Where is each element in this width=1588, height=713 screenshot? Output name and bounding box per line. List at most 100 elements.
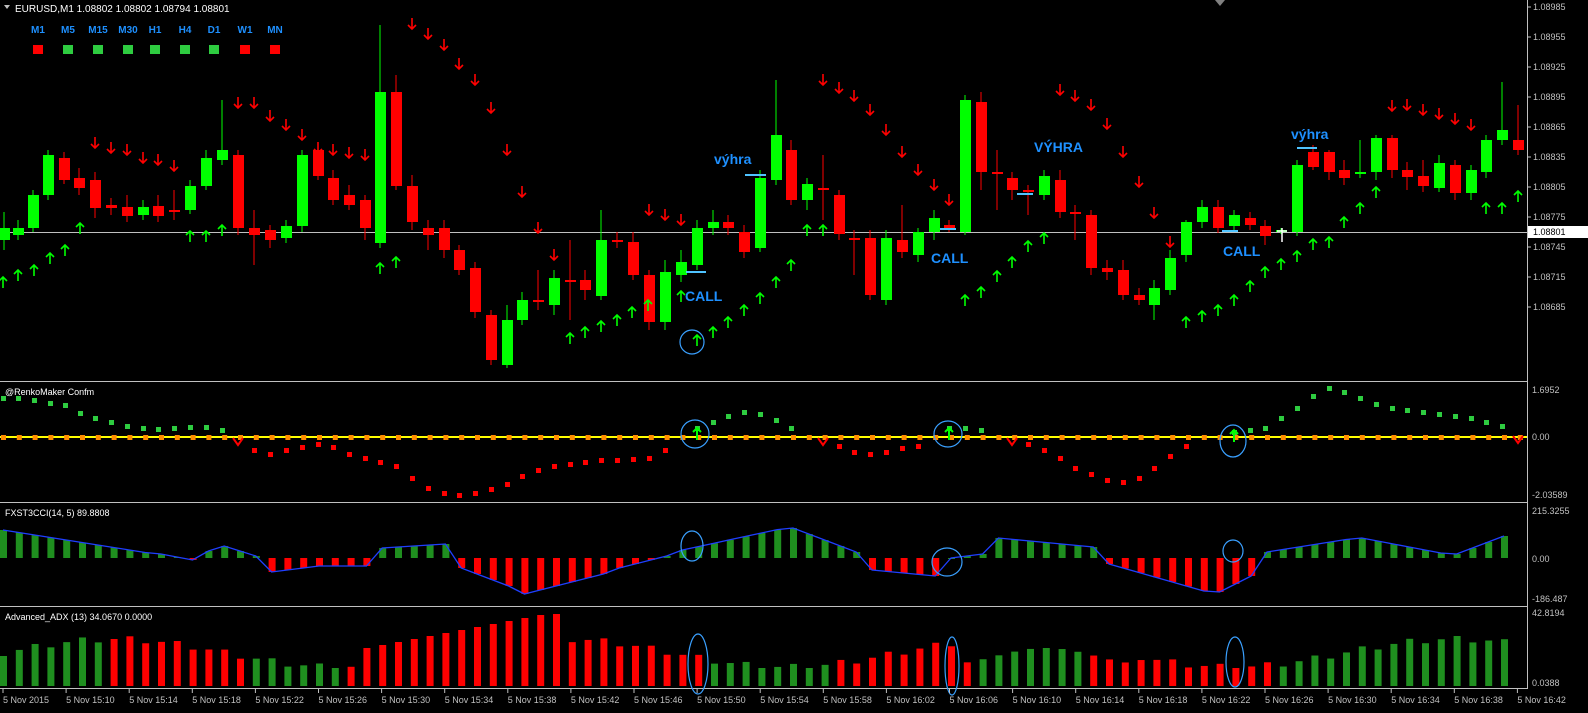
renko-dot — [1486, 435, 1492, 440]
price-tick: 1.08685 — [1533, 302, 1566, 312]
price-tick: 1.08805 — [1533, 182, 1566, 192]
down-arrow-icon — [865, 104, 875, 117]
adx-bar — [316, 663, 323, 686]
down-arrow-icon — [439, 39, 449, 52]
indicator-axis: 1.6952 0.00 -2.03589 215.3255 0.00 -186.… — [1532, 385, 1570, 688]
adx-bar — [1453, 636, 1461, 686]
adx-tick-bot: 0.0388 — [1532, 678, 1560, 688]
up-arrow-icon — [771, 275, 781, 288]
renko-dot — [1296, 435, 1302, 440]
renko-dot — [806, 435, 812, 440]
adx-bar — [758, 668, 766, 686]
renko-dot — [190, 435, 196, 440]
renko-dot — [143, 435, 149, 440]
candle-body — [1481, 140, 1492, 172]
cci-bar — [489, 558, 497, 580]
renko-dot — [569, 435, 575, 440]
renko-dot — [980, 435, 986, 440]
candle-body — [74, 178, 85, 188]
down-arrow-icon — [517, 186, 527, 199]
renko-down-dot — [1137, 476, 1142, 481]
adx-bar — [205, 649, 213, 686]
renko-up-dot — [1500, 424, 1505, 429]
down-arrow-icon — [169, 160, 179, 173]
tf-status-m1 — [33, 45, 43, 54]
down-arrow-icon — [313, 142, 323, 155]
cci-bar — [395, 547, 402, 558]
renko-up-dot — [789, 426, 794, 431]
renko-up-dot — [1311, 394, 1316, 399]
tf-status-mn — [270, 45, 280, 54]
adx-bar — [916, 648, 924, 686]
chart-menu-icon[interactable] — [4, 5, 10, 9]
up-arrow-icon — [1260, 265, 1270, 278]
up-arrow-icon — [1355, 201, 1365, 214]
renko-dot — [1265, 435, 1270, 440]
candle-body — [313, 150, 324, 176]
price-axis[interactable]: 1.08985 1.08955 1.08925 1.08895 1.08865 1.088… — [1527, 2, 1566, 312]
up-arrow-icon — [217, 223, 227, 236]
renko-down-dot — [568, 462, 573, 467]
tf-label-d1: D1 — [208, 25, 221, 36]
down-arrow-icon — [1165, 236, 1175, 249]
price-tick: 1.08715 — [1533, 272, 1566, 282]
up-arrow-icon — [1324, 235, 1334, 248]
renko-down-dot — [473, 491, 478, 496]
adx-bar — [1090, 655, 1098, 686]
renko-dot — [538, 435, 544, 440]
cci-bar — [1437, 553, 1445, 558]
adx-bar — [189, 649, 197, 686]
adx-bar — [31, 643, 39, 686]
renko-down-dot — [489, 487, 494, 492]
candle-body — [913, 232, 924, 255]
up-arrow-icon — [596, 319, 606, 332]
up-arrow-icon — [739, 303, 749, 316]
time-axis[interactable]: 5 Nov 2015 5 Nov 15:10 5 Nov 15:14 5 Nov 15… — [2, 689, 1566, 705]
candle-body — [1245, 218, 1256, 225]
cci-bar — [900, 558, 908, 573]
cci-bar — [47, 537, 55, 558]
adx-bar — [331, 668, 339, 686]
tf-status-h1 — [150, 45, 160, 54]
cci-bar — [268, 558, 276, 572]
renko-up-dot — [220, 428, 225, 433]
up-arrow-icon — [643, 298, 653, 311]
time-tick: 5 Nov 15:50 — [697, 695, 746, 705]
time-tick: 5 Nov 15:34 — [445, 695, 494, 705]
cci-bar — [1390, 544, 1398, 558]
candle-body — [960, 100, 971, 232]
adx-bar — [47, 647, 55, 686]
cci-bar — [142, 552, 150, 558]
cci-tick-top: 215.3255 — [1532, 506, 1570, 516]
up-arrow-icon — [1229, 293, 1239, 306]
cci-bar — [94, 545, 102, 558]
renko-dot — [301, 435, 307, 440]
cci-bar — [553, 558, 560, 586]
renko-dot — [32, 435, 38, 440]
up-arrow-icon — [676, 289, 686, 302]
adx-bar — [884, 651, 892, 686]
renko-down-dot — [457, 493, 462, 498]
adx-bar — [1216, 663, 1224, 686]
adx-bar — [584, 639, 592, 686]
cci-bar — [205, 551, 213, 558]
up-arrow-icon — [1497, 201, 1507, 214]
renko-dot — [775, 435, 781, 440]
cci-bar — [1011, 539, 1019, 558]
trade-annotations: CALL CALL CALL výhra VÝHRA výhra — [679, 126, 1329, 355]
cci-bar — [1453, 554, 1461, 558]
candle-body — [297, 155, 308, 226]
adx-bar — [900, 654, 908, 686]
down-arrow-icon — [1149, 207, 1159, 220]
candle-body — [281, 226, 292, 238]
cci-bar — [316, 558, 323, 566]
cci-bar — [379, 548, 387, 558]
down-arrow-icon — [1070, 90, 1080, 103]
candle-body — [1466, 170, 1477, 193]
adx-bar — [1153, 659, 1161, 686]
up-arrow-icon — [1181, 315, 1191, 328]
renko-dot — [1454, 435, 1460, 440]
cci-bar — [1121, 558, 1129, 569]
renko-up-dot — [78, 411, 83, 416]
